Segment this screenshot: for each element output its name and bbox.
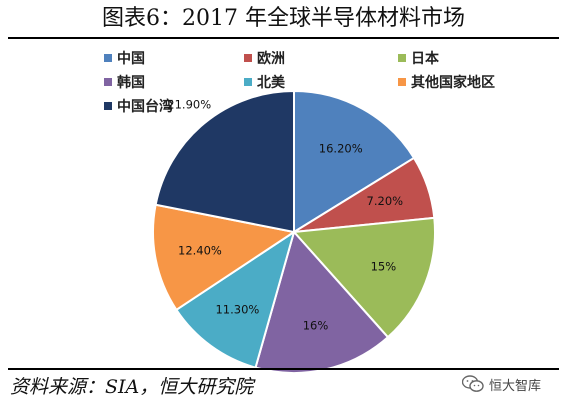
title-divider [8, 37, 559, 39]
legend-label: 北美 [257, 74, 286, 91]
legend-swatch [398, 78, 406, 86]
pie-slice [291, 216, 436, 339]
wechat-icon [462, 375, 484, 392]
data-label: 12.40% [178, 244, 222, 258]
pie-slice [293, 89, 416, 234]
legend-swatch [244, 78, 252, 86]
legend-label: 中国台湾 [117, 98, 173, 115]
legend-label: 其他国家地区 [411, 74, 495, 91]
pie-slices [152, 89, 436, 374]
legend-swatch [244, 54, 252, 62]
data-label: 16.20% [319, 141, 363, 155]
pie-data-labels: 16.20% 7.20% 15% 16% 11.30% 12.40% 21.90% [167, 98, 403, 333]
legend-label: 日本 [411, 50, 440, 67]
watermark-text: 恒大智库 [489, 378, 542, 394]
legend-swatch [104, 54, 112, 62]
legend-swatch [398, 54, 406, 62]
pie-slice [152, 203, 297, 312]
data-label: 7.20% [367, 194, 404, 208]
pie-slice [154, 89, 295, 234]
data-label: 21.90% [167, 98, 211, 112]
legend-label: 中国 [117, 50, 145, 67]
watermark: 恒大智库 [462, 370, 541, 398]
figure-title: 图表6：2017 年全球半导体材料市场 [102, 6, 465, 31]
data-label: 16% [303, 318, 329, 332]
pie-slice [175, 229, 296, 369]
data-label: 15% [371, 260, 397, 274]
legend-swatch [104, 102, 112, 110]
legend-label: 韩国 [117, 74, 145, 91]
source-note: 资料来源：SIA，恒大研究院 [10, 376, 254, 398]
data-label: 11.30% [215, 302, 259, 316]
legend-swatch [104, 78, 112, 86]
legend-label: 欧洲 [257, 50, 285, 67]
source-divider [8, 368, 559, 370]
